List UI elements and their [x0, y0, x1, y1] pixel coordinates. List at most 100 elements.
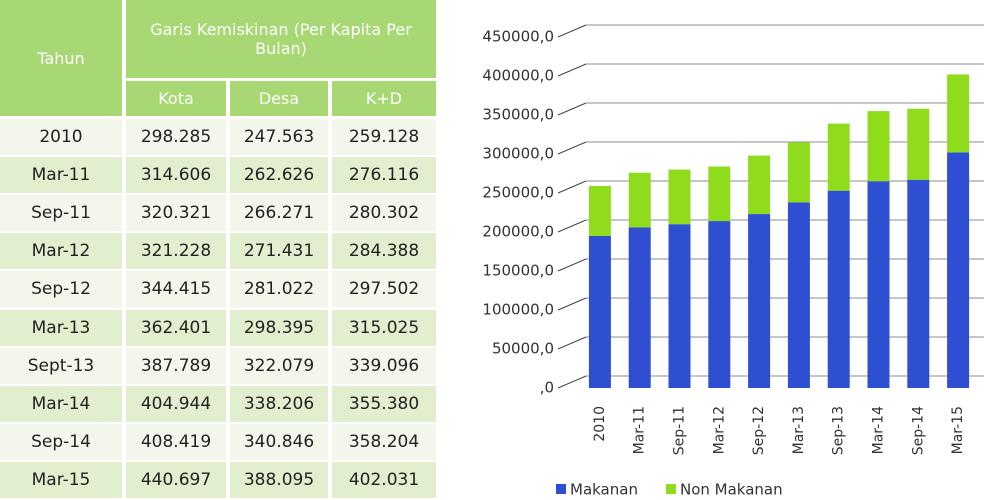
- y-tick-label: 350000,0: [482, 106, 554, 124]
- x-tick-label: Sep-14: [910, 406, 926, 455]
- bar-segment: [907, 108, 930, 180]
- legend-swatch: [556, 484, 566, 494]
- y-tick-label: 400000,0: [482, 67, 554, 85]
- table-cell: 388.095: [230, 461, 328, 498]
- bar-segment: [668, 224, 691, 388]
- x-tick-label: Mar-11: [632, 406, 648, 454]
- bar-segment: [588, 185, 611, 236]
- table-cell: 355.380: [332, 385, 436, 422]
- bar-segment: [907, 179, 930, 388]
- x-tick-label: Mar-13: [791, 406, 807, 454]
- table-cell: 259.128: [332, 119, 436, 155]
- table-cell: 297.502: [332, 271, 436, 308]
- y-tick-label: 100000,0: [482, 301, 554, 319]
- bar-segment: [588, 235, 611, 388]
- x-tick-label: Sep-12: [751, 406, 767, 455]
- bar-segment: [628, 172, 651, 228]
- table-cell: 281.022: [230, 271, 328, 308]
- y-tick-label: 50000,0: [492, 340, 554, 358]
- y-tick-label: 250000,0: [482, 184, 554, 202]
- table-cell: 276.116: [332, 157, 436, 194]
- legend-label: Makanan: [570, 481, 638, 499]
- table-cell: Sep-11: [0, 195, 122, 232]
- bar-segment: [708, 221, 731, 388]
- header-cell: Desa: [230, 81, 328, 116]
- x-tick-label: Mar-12: [711, 406, 727, 454]
- table-cell: 262.626: [230, 157, 328, 194]
- table-cell: 358.204: [332, 423, 436, 460]
- table-cell: 271.431: [230, 233, 328, 270]
- x-tick-label: 2010: [592, 406, 608, 442]
- bar-segment: [748, 155, 771, 215]
- header-cell: Kota: [126, 81, 226, 116]
- bar-segment: [708, 166, 731, 222]
- table-cell: Mar-13: [0, 309, 122, 346]
- table-cell: 338.206: [230, 385, 328, 422]
- bar-segment: [787, 202, 810, 388]
- bar-segment: [947, 152, 970, 388]
- table-cell: 247.563: [230, 119, 328, 155]
- table-cell: 322.079: [230, 347, 328, 384]
- table-cell: 314.606: [126, 157, 226, 194]
- bar-segment: [748, 214, 771, 388]
- table-cell: 340.846: [230, 423, 328, 460]
- table-cell: Mar-14: [0, 385, 122, 422]
- table-cell: 408.419: [126, 423, 226, 460]
- table-cell: Sep-14: [0, 423, 122, 460]
- table-cell: 387.789: [126, 347, 226, 384]
- x-tick-label: Sep-11: [672, 406, 688, 455]
- grid-line: [557, 63, 587, 77]
- grid-line: [557, 180, 587, 194]
- bar-segment: [867, 181, 890, 388]
- table-cell: 266.271: [230, 195, 328, 232]
- bar-segment: [867, 111, 890, 182]
- table-cell: 298.285: [126, 119, 226, 155]
- legend-label: Non Makanan: [680, 481, 783, 499]
- grid-line: [557, 219, 587, 233]
- y-tick-label: ,0: [540, 379, 554, 397]
- bar-segment: [787, 142, 810, 203]
- grid-line: [557, 375, 587, 389]
- table-cell: 320.321: [126, 195, 226, 232]
- table-cell: Mar-11: [0, 157, 122, 194]
- table-cell: 362.401: [126, 309, 226, 346]
- table-cell: 315.025: [332, 309, 436, 346]
- table-cell: 284.388: [332, 233, 436, 270]
- x-tick-label: Sep-13: [831, 406, 847, 455]
- grid-line: [557, 336, 587, 350]
- x-tick-label: Mar-15: [950, 406, 966, 454]
- y-tick-label: 200000,0: [482, 223, 554, 241]
- table-cell: 344.415: [126, 271, 226, 308]
- chart: ,0 50000,0 100000,0 150000,0 200000,0 250000,…: [482, 24, 984, 499]
- legend-swatch: [665, 484, 676, 494]
- bar-segment: [947, 74, 970, 153]
- table-cell: 2010: [0, 119, 122, 155]
- table-cell: 321.228: [126, 233, 226, 270]
- table-cell: 298.395: [230, 309, 328, 346]
- grid-line: [557, 24, 587, 38]
- grid-line: [557, 258, 587, 272]
- grid-line: [557, 141, 587, 155]
- header-cell: Tahun: [0, 0, 122, 116]
- bar-segment: [827, 190, 850, 388]
- y-tick-label: 450000,0: [482, 28, 554, 46]
- header-cell: Garis Kemiskinan (Per Kapita Per Bulan): [126, 0, 436, 78]
- y-tick-label: 300000,0: [482, 145, 554, 163]
- y-tick-label: 150000,0: [482, 262, 554, 280]
- grid-line: [557, 102, 587, 116]
- grid-line: [557, 297, 587, 311]
- table-cell: Sep-12: [0, 271, 122, 308]
- table-cell: 404.944: [126, 385, 226, 422]
- table-cell: 339.096: [332, 347, 436, 384]
- table-cell: Mar-12: [0, 233, 122, 270]
- table-cell: Mar-15: [0, 461, 122, 498]
- table-cell: 440.697: [126, 461, 226, 498]
- bar-segment: [668, 169, 691, 225]
- table-cell: 402.031: [332, 461, 436, 498]
- table-cell: 280.302: [332, 195, 436, 232]
- bar-segment: [827, 123, 850, 191]
- bar-segment: [628, 227, 651, 388]
- header-cell: K+D: [332, 81, 436, 116]
- table-cell: Sept-13: [0, 347, 122, 384]
